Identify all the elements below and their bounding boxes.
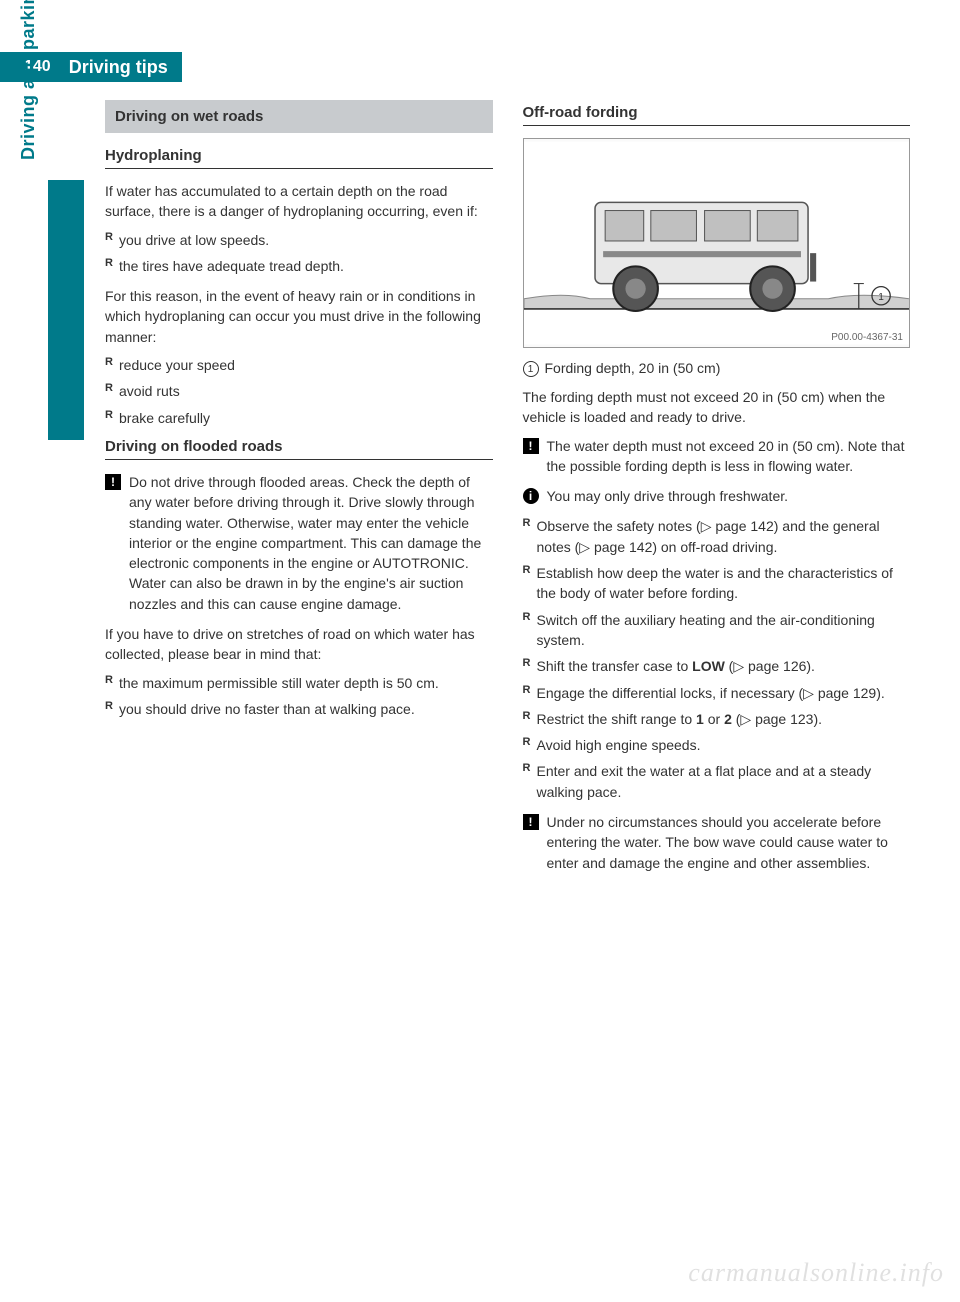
info-icon: i [523,488,539,504]
list-item: Engage the differential locks, if necess… [523,683,911,703]
list-item: Enter and exit the water at a flat place… [523,761,911,802]
right-column: Off-road fording [523,100,911,883]
text: Restrict the shift range to [537,711,697,727]
left-column: Driving on wet roads Hydroplaning If wat… [105,100,493,883]
text-bold: 2 [724,711,732,727]
bullet-list: you drive at low speeds. the tires have … [105,230,493,277]
caption-text: Fording depth, 20 in (50 cm) [545,360,721,377]
list-item: avoid ruts [105,381,493,401]
heading-flooded-roads: Driving on flooded roads [105,438,493,460]
list-item: brake carefully [105,408,493,428]
text: (▷ page 123). [732,711,822,727]
text-bold: 1 [696,711,704,727]
list-item: you should drive no faster than at walki… [105,699,493,719]
figure-code: P00.00-4367-31 [831,332,903,343]
bullet-list: the maximum permissible still water dept… [105,673,493,720]
warning-icon: ! [523,814,539,830]
note-text: Do not drive through flooded areas. Chec… [129,472,493,614]
list-item: the tires have adequate tread depth. [105,256,493,276]
fording-diagram: 1 P00.00-4367-31 [523,138,911,348]
side-tab-bg [48,180,84,440]
text-bold: LOW [692,658,725,674]
figure-caption: 1 Fording depth, 20 in (50 cm) [523,360,911,377]
list-item: Switch off the auxiliary heating and the… [523,610,911,651]
heading-hydroplaning: Hydroplaning [105,147,493,169]
warning-icon: ! [105,474,121,490]
info-note: i You may only drive through freshwater. [523,486,911,506]
section-title: Driving tips [59,52,182,82]
list-item: Observe the safety notes (▷ page 142) an… [523,516,911,557]
list-item: Shift the transfer case to LOW (▷ page 1… [523,656,911,676]
para: For this reason, in the event of heavy r… [105,286,493,347]
heading-offroad-fording: Off-road fording [523,104,911,126]
para: If water has accumulated to a certain de… [105,181,493,222]
caption-marker: 1 [523,361,539,377]
list-item: Establish how deep the water is and the … [523,563,911,604]
para: The fording depth must not exceed 20 in … [523,387,911,428]
warning-icon: ! [523,438,539,454]
vehicle-svg: 1 [524,139,910,347]
svg-text:1: 1 [878,292,884,303]
watermark: carmanualsonline.info [688,1258,944,1288]
warning-note: ! The water depth must not exceed 20 in … [523,436,911,477]
text: (▷ page 126). [725,658,815,674]
para: If you have to drive on stretches of roa… [105,624,493,665]
bullet-list: reduce your speed avoid ruts brake caref… [105,355,493,428]
bullet-list: Observe the safety notes (▷ page 142) an… [523,516,911,802]
note-text: Under no circumstances should you accele… [547,812,911,873]
list-item: you drive at low speeds. [105,230,493,250]
content-area: Driving on wet roads Hydroplaning If wat… [105,100,910,883]
note-text: You may only drive through freshwater. [547,486,911,506]
list-item: Avoid high engine speeds. [523,735,911,755]
text: or [704,711,724,727]
list-item: reduce your speed [105,355,493,375]
note-text: The water depth must not exceed 20 in (5… [547,436,911,477]
text: Shift the transfer case to [537,658,693,674]
list-item: the maximum permissible still water dept… [105,673,493,693]
side-tab-label: Driving and parking [18,0,39,160]
heading-wet-roads: Driving on wet roads [105,100,493,133]
list-item: Restrict the shift range to 1 or 2 (▷ pa… [523,709,911,729]
warning-note: ! Under no circumstances should you acce… [523,812,911,873]
warning-note: ! Do not drive through flooded areas. Ch… [105,472,493,614]
